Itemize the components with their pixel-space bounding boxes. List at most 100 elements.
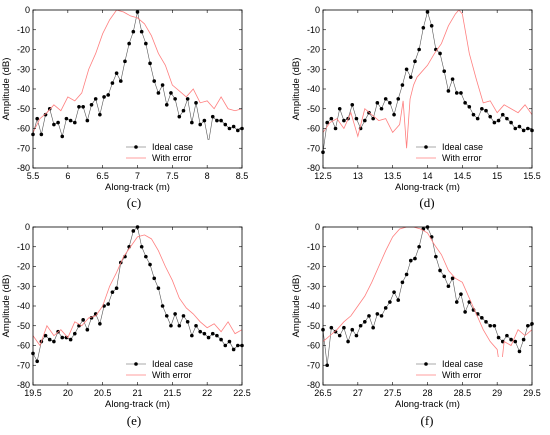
data-point bbox=[219, 118, 223, 123]
y-tick-label: -40 bbox=[17, 84, 30, 94]
series-line-ideal bbox=[323, 227, 532, 366]
legend-label-error: With error bbox=[152, 370, 192, 380]
data-point bbox=[185, 97, 190, 101]
data-point bbox=[496, 118, 501, 123]
x-tick-label: 22.5 bbox=[233, 388, 251, 398]
series-line-error bbox=[33, 234, 242, 347]
legend-label-error: With error bbox=[442, 153, 482, 163]
data-point bbox=[509, 120, 513, 125]
y-tick-label: -60 bbox=[17, 124, 30, 134]
data-point bbox=[156, 91, 161, 95]
y-tick-label: 0 bbox=[25, 222, 30, 232]
x-tick-label: 29 bbox=[492, 388, 502, 398]
data-point bbox=[383, 97, 388, 101]
data-point bbox=[354, 116, 359, 121]
data-point bbox=[60, 335, 65, 340]
data-point bbox=[484, 108, 488, 113]
data-point bbox=[442, 69, 447, 74]
data-point bbox=[190, 120, 194, 125]
data-point bbox=[215, 118, 219, 123]
x-tick-label: 8 bbox=[205, 171, 210, 181]
data-point bbox=[210, 331, 215, 336]
data-point bbox=[467, 104, 472, 109]
data-point bbox=[488, 323, 493, 328]
data-point bbox=[526, 126, 530, 131]
data-point bbox=[521, 337, 526, 342]
data-point bbox=[73, 120, 77, 125]
legend-box bbox=[122, 357, 238, 381]
data-point bbox=[169, 91, 173, 95]
series-line-ideal bbox=[33, 11, 242, 143]
data-point bbox=[169, 323, 173, 328]
data-point bbox=[329, 325, 334, 330]
data-point bbox=[480, 316, 484, 320]
data-point bbox=[194, 101, 198, 105]
data-point bbox=[526, 323, 530, 328]
legend-marker-ideal bbox=[134, 362, 138, 366]
data-point bbox=[160, 304, 165, 308]
y-tick-label: -50 bbox=[17, 104, 30, 114]
x-tick-label: 14.5 bbox=[454, 171, 472, 181]
legend-marker-ideal bbox=[134, 145, 138, 149]
data-point bbox=[181, 314, 186, 318]
x-tick-label: 8.5 bbox=[236, 171, 249, 181]
data-point bbox=[43, 333, 48, 338]
data-point bbox=[417, 244, 421, 249]
data-point bbox=[118, 79, 123, 83]
x-tick-label: 21 bbox=[132, 388, 142, 398]
data-point bbox=[219, 337, 223, 342]
y-tick-label: -60 bbox=[307, 341, 320, 351]
data-point bbox=[438, 268, 442, 273]
data-point bbox=[173, 97, 177, 101]
data-point bbox=[227, 126, 232, 131]
y-tick-label: -10 bbox=[17, 25, 30, 35]
data-point bbox=[350, 327, 355, 332]
data-point bbox=[210, 114, 215, 119]
data-point bbox=[160, 83, 165, 87]
data-point bbox=[52, 339, 56, 344]
y-axis-label: Amplitude (dB) bbox=[291, 275, 302, 338]
x-tick-label: 6.5 bbox=[96, 171, 109, 181]
data-point bbox=[388, 300, 392, 304]
data-point bbox=[500, 112, 505, 117]
data-point bbox=[459, 292, 463, 296]
data-point bbox=[106, 93, 111, 97]
data-point bbox=[509, 337, 513, 342]
data-point bbox=[47, 106, 52, 111]
data-point bbox=[198, 329, 202, 334]
data-point bbox=[367, 314, 371, 318]
legend-label-ideal: Ideal case bbox=[152, 142, 193, 152]
x-tick-label: 29.5 bbox=[523, 388, 541, 398]
legend-label-ideal: Ideal case bbox=[442, 359, 483, 369]
data-point bbox=[68, 118, 73, 123]
data-point bbox=[81, 104, 85, 109]
data-point bbox=[139, 29, 144, 34]
data-point bbox=[517, 124, 522, 129]
data-point bbox=[346, 339, 350, 344]
data-point bbox=[375, 312, 380, 316]
legend-box bbox=[122, 140, 238, 164]
legend-box bbox=[412, 357, 528, 381]
legend-label-ideal: Ideal case bbox=[442, 142, 483, 152]
data-point bbox=[392, 290, 396, 294]
y-tick-label: -80 bbox=[17, 163, 30, 173]
panel-caption: (d) bbox=[419, 195, 434, 210]
y-tick-label: -30 bbox=[17, 281, 30, 291]
y-tick-label: -30 bbox=[307, 281, 320, 291]
data-point bbox=[98, 112, 102, 117]
y-axis-label: Amplitude (dB) bbox=[1, 58, 12, 121]
series-line-error bbox=[33, 10, 242, 133]
data-point bbox=[333, 329, 338, 334]
legend-label-error: With error bbox=[442, 370, 482, 380]
x-tick-label: 7 bbox=[135, 171, 140, 181]
data-point bbox=[450, 276, 455, 281]
x-tick-label: 27 bbox=[353, 388, 363, 398]
data-point bbox=[480, 106, 484, 111]
x-tick-label: 6 bbox=[65, 171, 70, 181]
data-point bbox=[236, 343, 240, 348]
data-point bbox=[152, 276, 157, 281]
data-point bbox=[471, 112, 476, 117]
